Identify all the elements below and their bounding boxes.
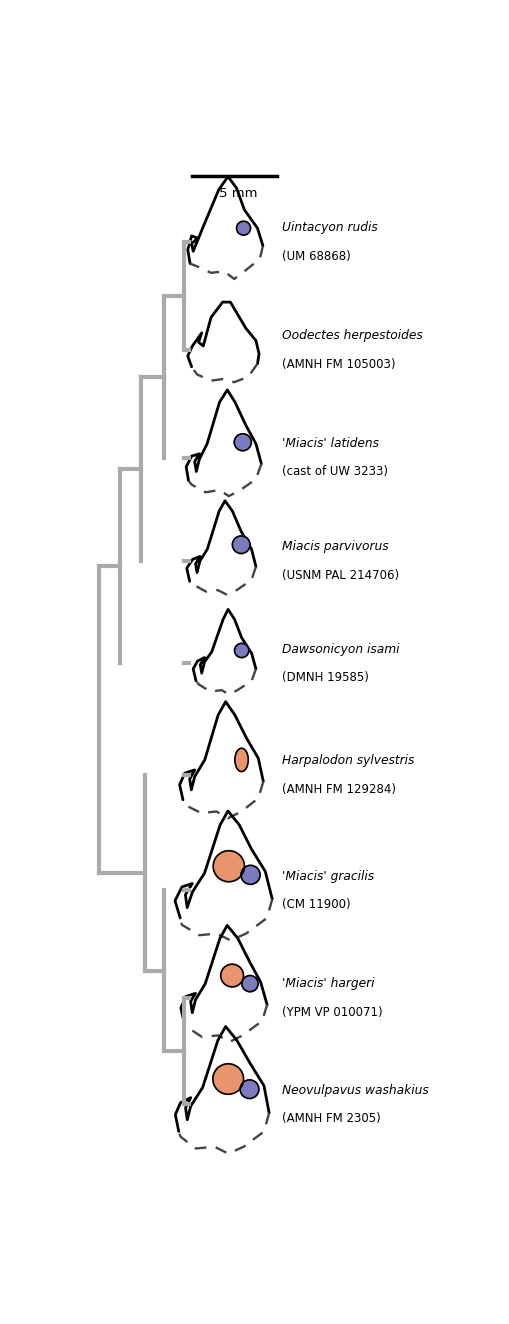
Text: (USNM PAL 214706): (USNM PAL 214706) [282, 568, 399, 581]
Ellipse shape [241, 976, 258, 992]
Text: 5 mm: 5 mm [218, 187, 257, 200]
Ellipse shape [220, 964, 243, 986]
Ellipse shape [234, 643, 248, 658]
Text: Uintacyon rudis: Uintacyon rudis [282, 221, 377, 234]
Text: (CM 11900): (CM 11900) [282, 898, 350, 911]
Ellipse shape [212, 1063, 243, 1094]
Ellipse shape [241, 866, 260, 884]
Text: Dawsonicyon isami: Dawsonicyon isami [282, 642, 399, 655]
Ellipse shape [213, 851, 244, 882]
Text: (AMNH FM 105003): (AMNH FM 105003) [282, 357, 395, 371]
Ellipse shape [236, 221, 250, 236]
Text: (cast of UW 3233): (cast of UW 3233) [282, 465, 387, 478]
Text: (AMNH FM 2305): (AMNH FM 2305) [282, 1112, 380, 1125]
Ellipse shape [234, 434, 251, 450]
Text: Harpalodon sylvestris: Harpalodon sylvestris [282, 755, 414, 767]
Ellipse shape [232, 536, 249, 553]
Text: (DMNH 19585): (DMNH 19585) [282, 671, 369, 685]
Ellipse shape [235, 748, 248, 772]
Text: (UM 68868): (UM 68868) [282, 250, 350, 262]
Text: 'Miacis' latidens: 'Miacis' latidens [282, 437, 379, 450]
Ellipse shape [240, 1080, 259, 1099]
Text: (AMNH FM 129284): (AMNH FM 129284) [282, 782, 395, 796]
Text: 'Miacis' hargeri: 'Miacis' hargeri [282, 977, 374, 990]
Text: (YPM VP 010071): (YPM VP 010071) [282, 1006, 382, 1019]
Text: Oodectes herpestoides: Oodectes herpestoides [282, 330, 422, 342]
Text: Miacis parvivorus: Miacis parvivorus [282, 540, 388, 553]
Text: Neovulpavus washakius: Neovulpavus washakius [282, 1084, 428, 1096]
Text: 'Miacis' gracilis: 'Miacis' gracilis [282, 870, 374, 883]
